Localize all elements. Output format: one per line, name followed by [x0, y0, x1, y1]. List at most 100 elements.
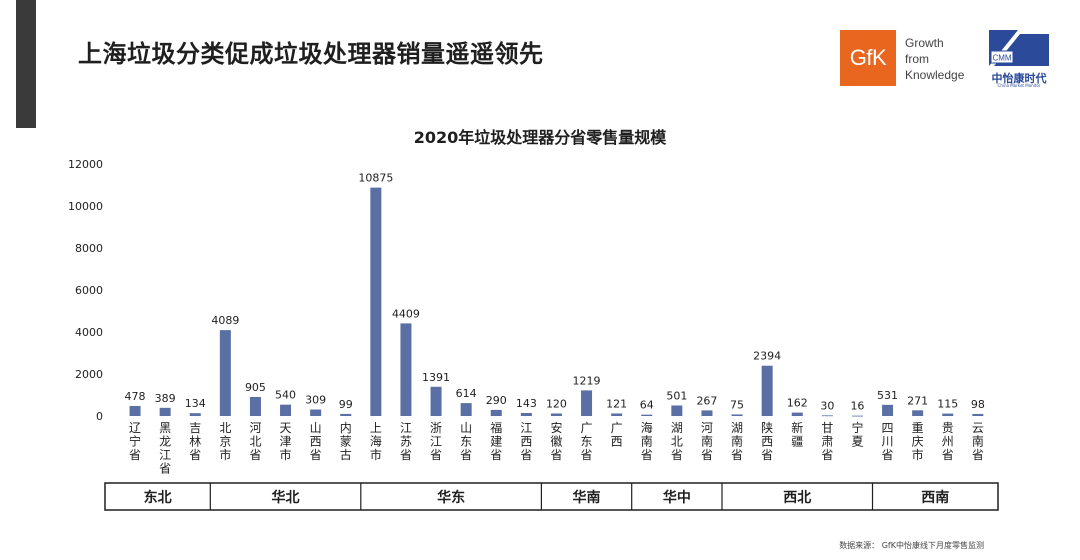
data-label-10: 1391: [422, 371, 450, 384]
x-tick-label-25: 四川省: [882, 421, 894, 462]
data-label-7: 99: [339, 398, 353, 411]
cmm-logo-mark: CMM: [989, 30, 1049, 66]
data-label-21: 2394: [753, 350, 781, 363]
region-label-2: 华东: [437, 489, 465, 506]
x-tick-label-28: 云南省: [972, 421, 984, 462]
data-label-25: 531: [877, 389, 898, 402]
x-tick-label-23: 甘肃省: [821, 421, 833, 462]
x-tick-label-21: 陕西省: [761, 420, 773, 462]
chart-title: 2020年垃圾处理器分省零售量规模: [414, 128, 668, 147]
x-tick-label-2: 吉林省: [189, 421, 201, 462]
y-tick-label-6: 12000: [68, 158, 103, 171]
side-accent-bar: [16, 0, 36, 128]
x-tick-label-10: 浙江省: [430, 421, 442, 462]
source-note: 数据来源： GfK中怡康线下月度零售监测: [839, 541, 984, 550]
bar-15: [581, 390, 593, 416]
data-label-27: 115: [937, 398, 958, 411]
x-tick-label-7: 内蒙古: [340, 421, 352, 462]
bar-8: [370, 187, 382, 416]
x-tick-label-14: 安徽省: [550, 420, 562, 462]
x-tick-label-8: 上海市: [370, 421, 382, 462]
bar-19: [701, 410, 713, 416]
data-label-17: 64: [640, 399, 654, 412]
y-tick-label-1: 2000: [75, 368, 103, 381]
x-tick-label-6: 山西省: [310, 421, 322, 462]
data-label-11: 614: [456, 387, 477, 400]
bar-5: [280, 404, 292, 416]
data-label-20: 75: [730, 398, 744, 411]
y-tick-label-5: 10000: [68, 200, 103, 213]
gfk-tagline-line-3: Knowledge: [905, 68, 965, 82]
x-tick-label-20: 湖南省: [731, 420, 743, 462]
x-tick-label-15: 广东省: [581, 421, 593, 462]
data-label-13: 143: [516, 397, 537, 410]
x-tick-label-22: 新疆: [791, 420, 803, 449]
region-label-4: 华中: [663, 489, 691, 506]
bar-25: [882, 404, 894, 416]
y-tick-label-4: 8000: [75, 242, 103, 255]
data-label-1: 389: [155, 392, 176, 405]
bar-3: [219, 330, 231, 416]
bar-7: [340, 413, 352, 416]
data-label-23: 30: [820, 399, 834, 412]
bar-17: [641, 414, 653, 416]
x-tick-label-11: 山东省: [460, 421, 472, 462]
gfk-logo-text: GfK: [849, 45, 887, 70]
data-label-14: 120: [546, 397, 567, 410]
x-tick-label-17: 海南省: [641, 420, 653, 462]
data-label-24: 16: [850, 400, 864, 413]
gfk-logo: GfK: [840, 30, 896, 86]
bar-9: [400, 323, 412, 416]
bar-18: [671, 405, 683, 416]
cmm-mark-text: CMM: [992, 54, 1011, 63]
y-tick-label-3: 6000: [75, 284, 103, 297]
bar-22: [791, 412, 803, 416]
bar-14: [550, 413, 562, 416]
x-tick-label-9: 江苏省: [400, 421, 412, 462]
data-label-3: 4089: [211, 314, 239, 327]
gfk-tagline: Growth from Knowledge: [905, 35, 964, 83]
cmm-logo-subtitle: China Market Monitor: [997, 83, 1041, 88]
data-label-0: 478: [125, 390, 146, 403]
data-label-2: 134: [185, 397, 206, 410]
data-label-26: 271: [907, 394, 928, 407]
y-tick-label-0: 0: [96, 410, 103, 423]
data-label-28: 98: [971, 398, 985, 411]
region-label-5: 西北: [783, 490, 811, 506]
data-label-5: 540: [275, 389, 296, 402]
bar-23: [821, 415, 833, 417]
data-label-18: 501: [666, 389, 687, 402]
gfk-tagline-line-1: Growth: [905, 36, 944, 50]
bar-13: [520, 412, 532, 416]
bar-24: [851, 415, 863, 417]
region-strip: [104, 482, 999, 511]
x-tick-label-3: 北京市: [219, 421, 231, 462]
bar-10: [430, 386, 442, 416]
x-tick-label-18: 湖北省: [671, 420, 683, 462]
region-label-3: 华南: [573, 489, 601, 506]
bar-1: [159, 407, 171, 416]
bar-2: [189, 413, 201, 416]
bar-4: [249, 396, 261, 416]
bar-11: [460, 403, 472, 416]
x-tick-label-19: 河南省: [701, 421, 713, 462]
cmm-logo: CMM 中怡康时代 China Market Monitor: [988, 30, 1050, 88]
bar-0: [129, 405, 141, 416]
x-tick-label-4: 河北省: [249, 421, 261, 462]
region-label-6: 西南: [921, 489, 949, 506]
x-tick-label-5: 天津市: [280, 421, 292, 462]
x-tick-label-0: 辽宁省: [129, 421, 141, 462]
data-label-6: 309: [305, 394, 326, 407]
data-label-22: 162: [787, 397, 808, 410]
data-label-19: 267: [696, 394, 717, 407]
bar-26: [912, 410, 924, 416]
data-label-9: 4409: [392, 307, 420, 320]
data-label-12: 290: [486, 394, 507, 407]
data-label-15: 1219: [573, 374, 601, 387]
page-title: 上海垃圾分类促成垃圾处理器销量遥遥领先: [78, 40, 544, 68]
x-tick-label-13: 江西省: [520, 421, 532, 462]
bar-28: [972, 413, 984, 416]
bar-16: [611, 413, 623, 416]
bar-12: [490, 409, 502, 416]
